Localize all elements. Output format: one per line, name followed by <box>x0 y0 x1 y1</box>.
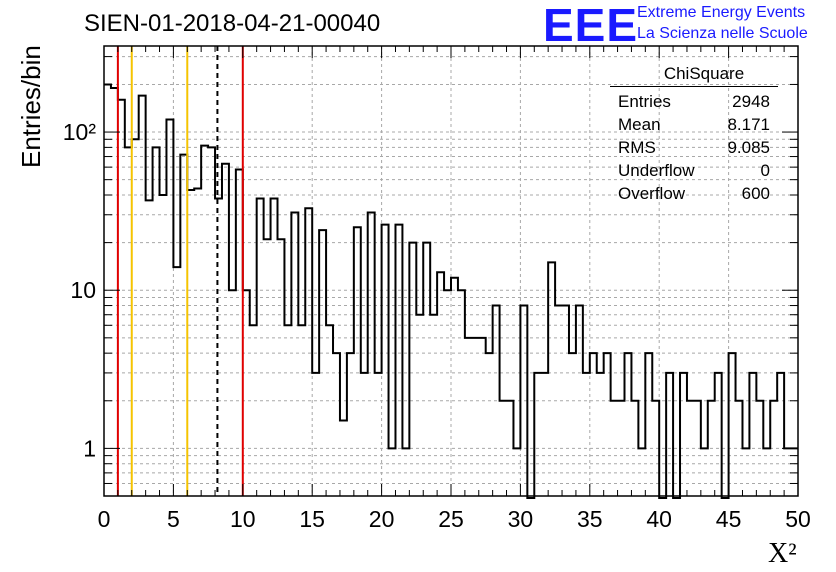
stats-box: ChiSquare Entries 2948 Mean 8.171 RMS 9.… <box>610 64 778 205</box>
y-tick-label: 10 <box>70 277 96 303</box>
stats-row: Entries 2948 <box>610 90 778 113</box>
eee-logo: EEE <box>543 0 639 51</box>
stats-label: Entries <box>618 92 671 111</box>
stats-row: Mean 8.171 <box>610 113 778 136</box>
histogram-series <box>104 83 798 499</box>
stats-value: 9.085 <box>727 138 770 157</box>
x-tick-label: 25 <box>438 506 464 532</box>
stats-divider <box>610 86 778 87</box>
stats-row: Underflow 0 <box>610 159 778 182</box>
y-axis-label: Entries/bin <box>16 45 46 168</box>
x-tick-label: 20 <box>369 506 395 532</box>
stats-row: RMS 9.085 <box>610 136 778 159</box>
x-tick-label: 45 <box>716 506 742 532</box>
x-axis-label: X² <box>768 538 797 569</box>
stats-label: Mean <box>618 115 661 134</box>
x-tick-label: 15 <box>299 506 325 532</box>
x-tick-label: 50 <box>785 506 811 532</box>
x-tick-label: 10 <box>230 506 256 532</box>
stats-label: RMS <box>618 138 656 157</box>
stats-value: 2948 <box>732 92 770 111</box>
x-tick-label: 5 <box>167 506 180 532</box>
stats-label: Underflow <box>618 161 695 180</box>
stats-title: ChiSquare <box>663 64 745 83</box>
y-tick-label: 1 <box>83 435 96 461</box>
stats-value: 8.171 <box>727 115 770 134</box>
x-tick-label: 40 <box>646 506 672 532</box>
stats-row: Overflow 600 <box>610 182 778 205</box>
y-tick-label: 10² <box>63 119 97 145</box>
stats-value: 600 <box>741 184 770 203</box>
x-tick-label: 35 <box>577 506 603 532</box>
x-tick-label: 0 <box>98 506 111 532</box>
run-title: SIEN-01-2018-04-21-00040 <box>84 10 381 37</box>
x-tick-label: 30 <box>508 506 534 532</box>
stats-label: Overflow <box>618 184 686 203</box>
stats-value: 0 <box>760 161 770 180</box>
logo-tagline-2: La Scienza nelle Scuole <box>637 25 808 42</box>
logo-tagline-1: Extreme Energy Events <box>637 4 806 21</box>
